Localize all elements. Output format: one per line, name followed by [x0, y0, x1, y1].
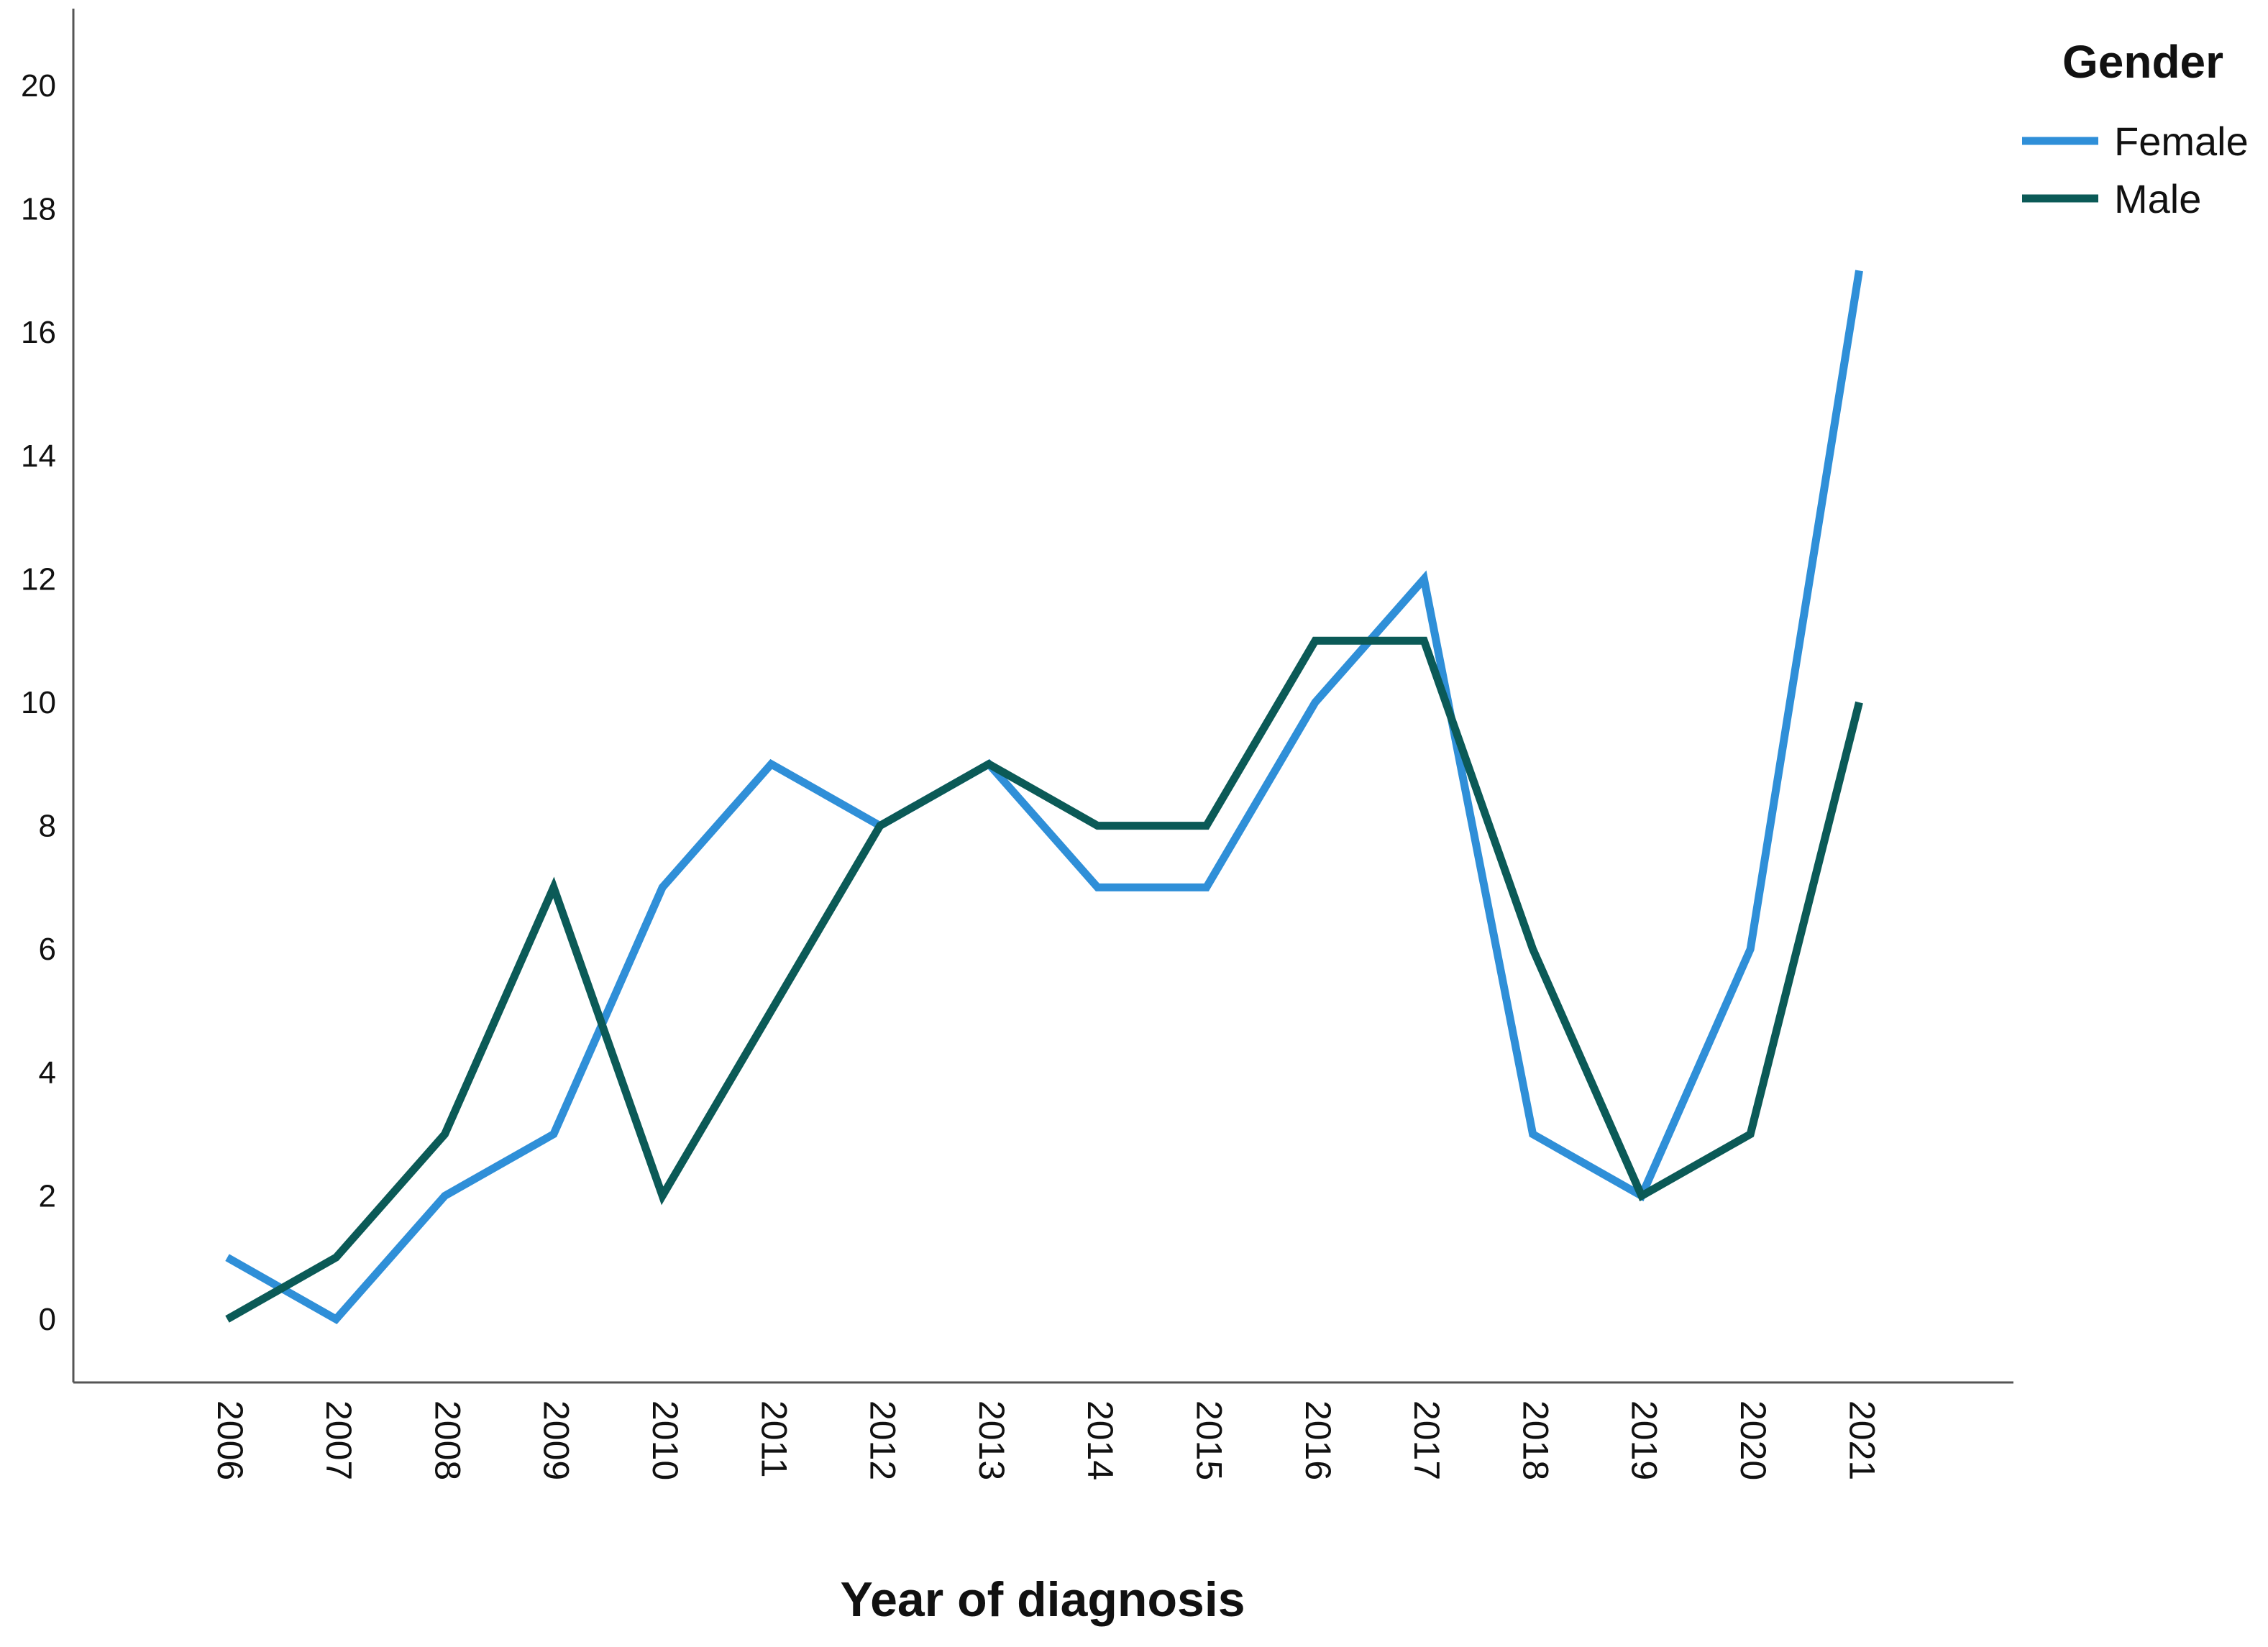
series-line-male — [225, 636, 1863, 1323]
x-tick-label: 2006 — [210, 1400, 250, 1480]
y-tick-label: 0 — [39, 1302, 56, 1337]
x-tick-label: 2009 — [536, 1400, 577, 1480]
x-tick-label: 2012 — [863, 1400, 903, 1480]
y-tick-label: 2 — [39, 1178, 56, 1214]
legend-label-female: Female — [2114, 119, 2249, 164]
y-tick-label: 18 — [21, 192, 56, 227]
x-tick-label: 2014 — [1080, 1400, 1120, 1480]
x-tick-labels: 2006 2007 2008 2009 2010 2011 2012 2013 2014 2015… — [210, 1400, 1883, 1480]
x-tick-label: 2020 — [1733, 1400, 1773, 1480]
x-tick-label: 2016 — [1298, 1400, 1338, 1480]
y-tick-label: 16 — [21, 315, 56, 350]
legend-items: Female Male — [2022, 119, 2249, 221]
y-tick-label: 8 — [39, 809, 56, 844]
x-axis-title: Year of diagnosis — [840, 1572, 1245, 1627]
y-tick-label: 20 — [21, 68, 56, 104]
legend: Gender Female Male — [2022, 36, 2249, 221]
y-tick-label: 6 — [39, 932, 56, 967]
y-tick-label: 10 — [21, 685, 56, 720]
series-line-female — [225, 270, 1863, 1324]
x-tick-label: 2007 — [319, 1400, 359, 1480]
y-tick-labels: 0 2 4 6 8 10 12 14 16 18 20 — [21, 68, 56, 1337]
x-tick-label: 2008 — [427, 1400, 467, 1480]
y-tick-label: 14 — [21, 439, 56, 474]
series-lines — [225, 270, 1863, 1324]
x-tick-label: 2011 — [754, 1400, 794, 1478]
y-tick-label: 4 — [39, 1055, 56, 1091]
x-tick-label: 2017 — [1407, 1400, 1447, 1480]
x-tick-label: 2021 — [1842, 1400, 1882, 1480]
axes — [72, 9, 2013, 1384]
y-tick-label: 12 — [21, 561, 56, 597]
x-tick-label: 2013 — [971, 1400, 1012, 1480]
x-tick-label: 2010 — [645, 1400, 685, 1480]
legend-title: Gender — [2062, 36, 2223, 88]
x-tick-label: 2015 — [1189, 1400, 1229, 1480]
x-tick-label: 2018 — [1515, 1400, 1555, 1480]
x-tick-label: 2019 — [1624, 1400, 1665, 1480]
legend-label-male: Male — [2114, 176, 2201, 221]
